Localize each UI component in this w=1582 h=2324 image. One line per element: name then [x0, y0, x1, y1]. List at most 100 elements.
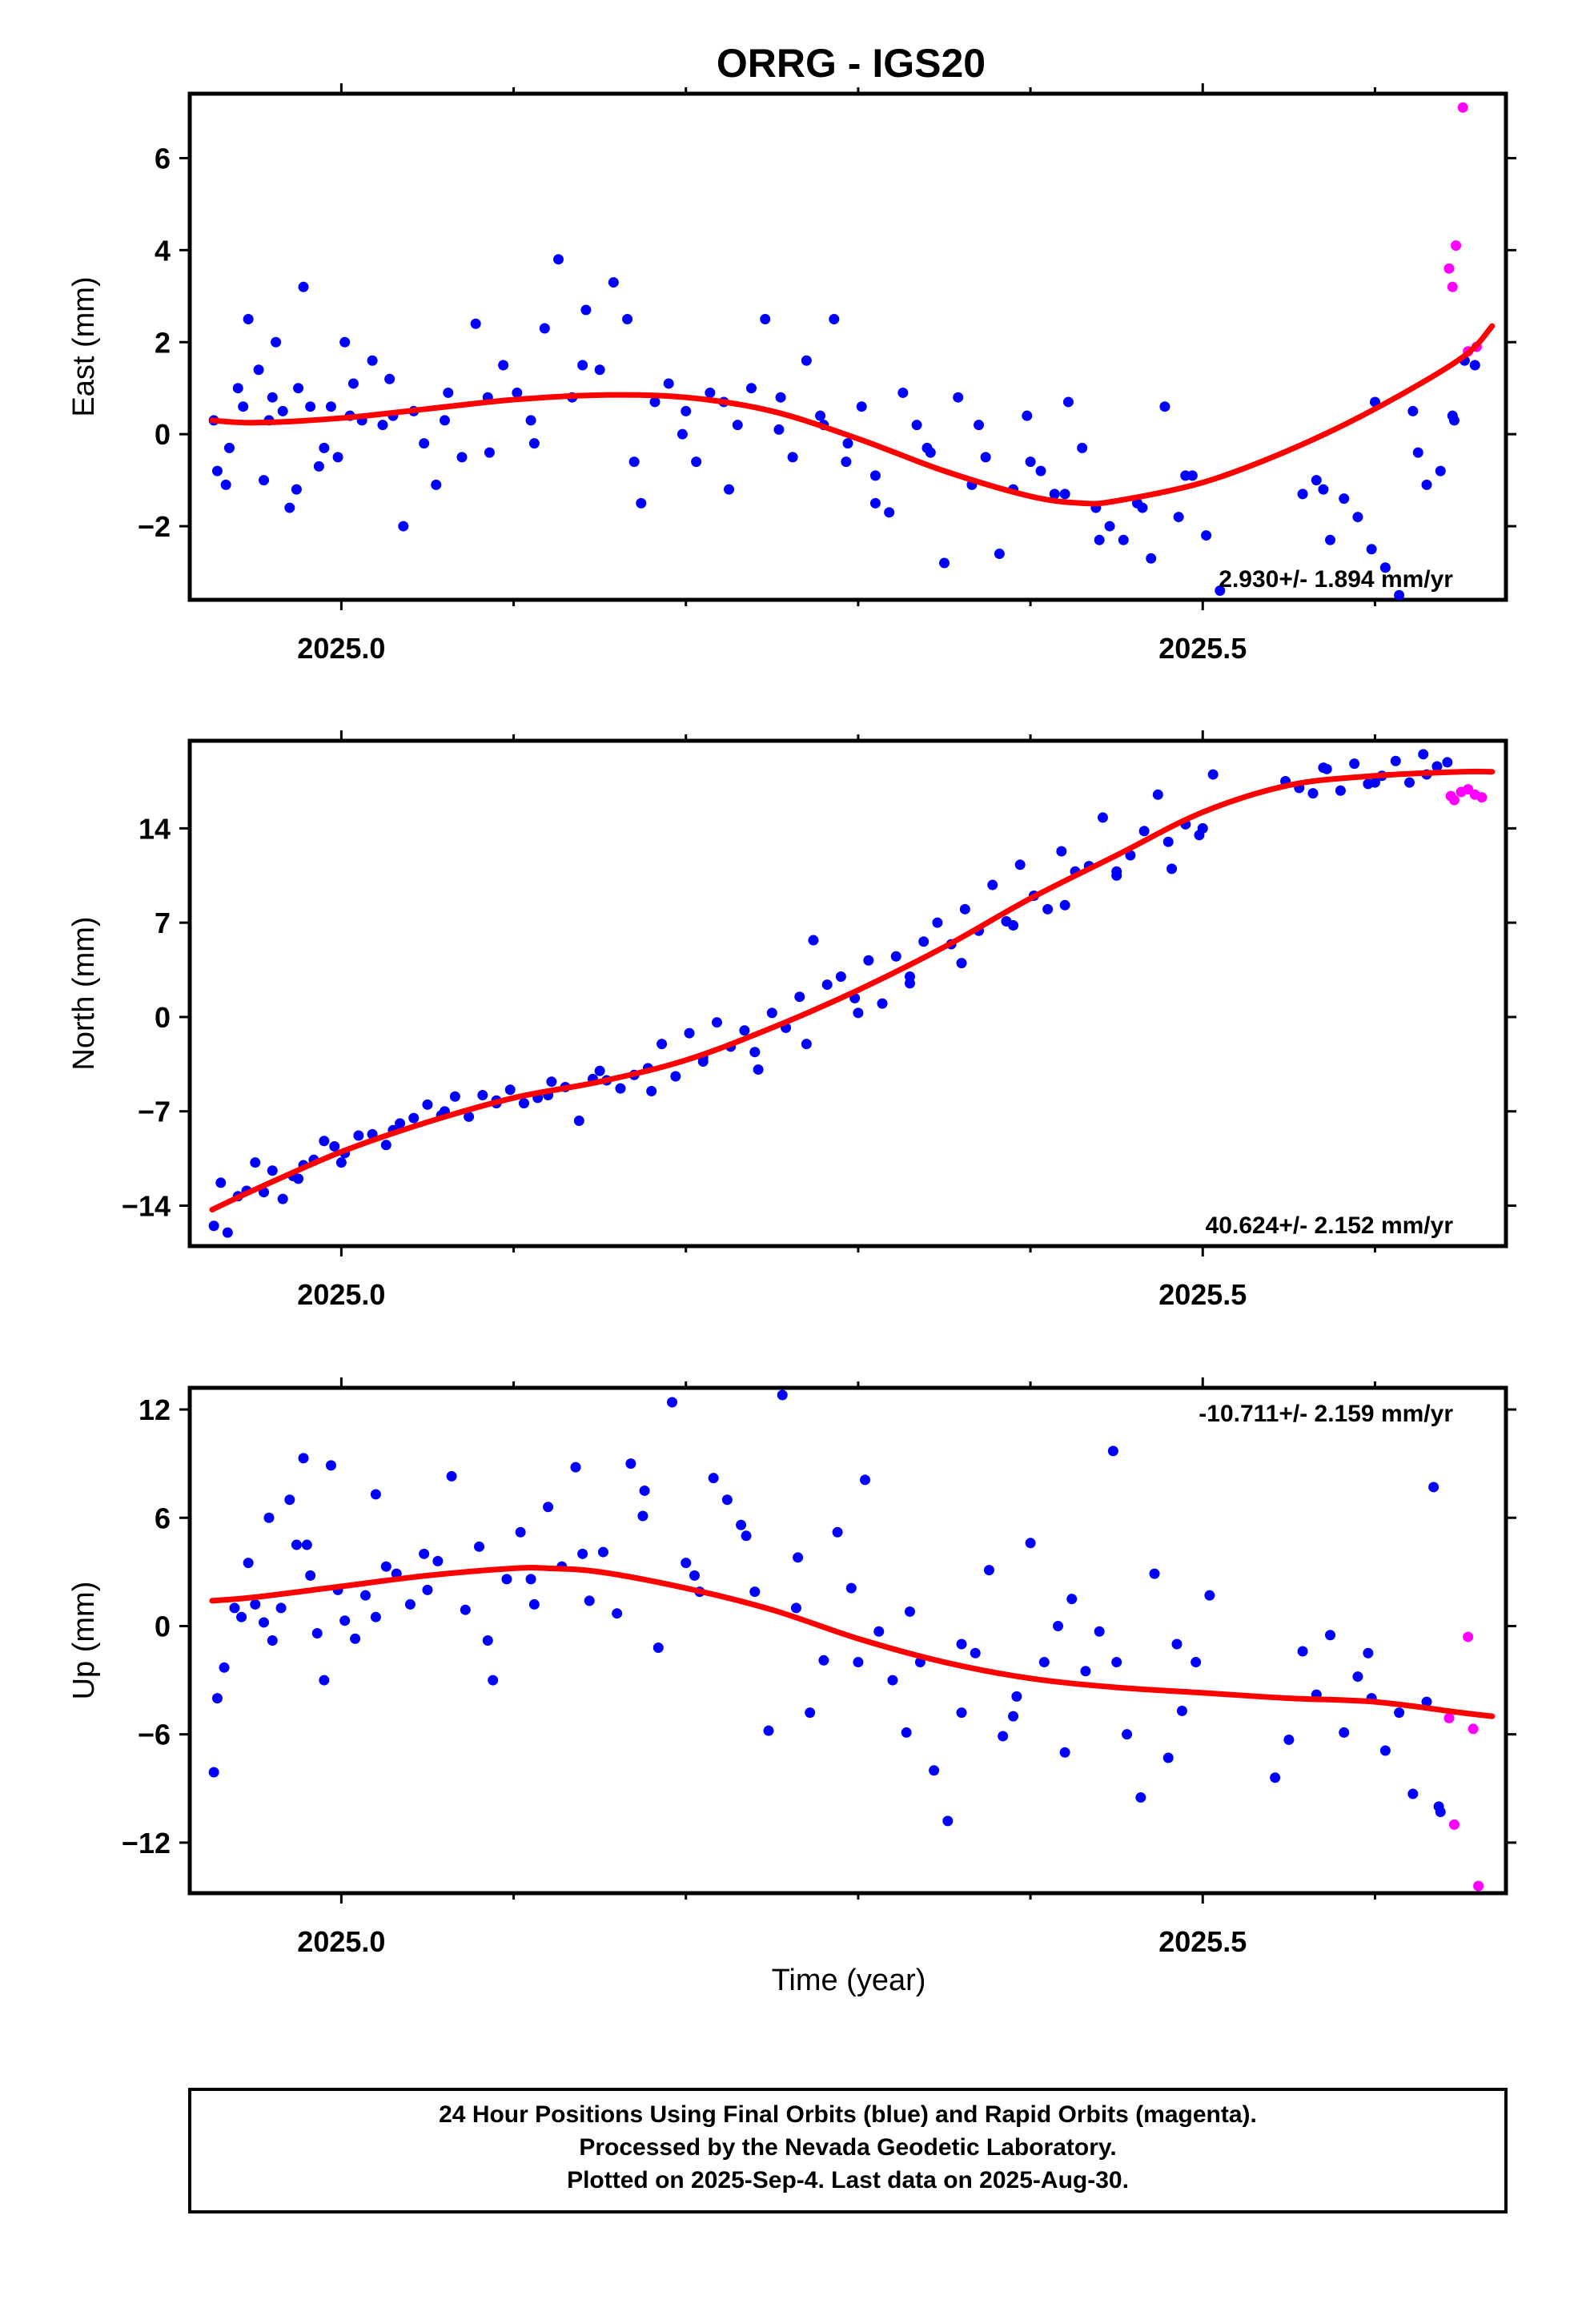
- footer-frame: [188, 2088, 1508, 2213]
- final-orbit-point: [370, 1489, 381, 1500]
- final-orbit-point: [1352, 512, 1363, 523]
- y-axis-label: Up (mm): [67, 1582, 101, 1700]
- final-orbit-point: [636, 497, 647, 509]
- final-orbit-point: [983, 1565, 994, 1576]
- final-orbit-point: [347, 378, 359, 389]
- final-orbit-point: [794, 991, 805, 1003]
- final-orbit-point: [577, 360, 588, 371]
- y-tick-label: 7: [155, 907, 171, 939]
- rapid-orbit-point: [1443, 1712, 1455, 1723]
- final-orbit-point: [353, 1130, 364, 1141]
- final-orbit-point: [335, 1157, 347, 1168]
- final-orbit-point: [1418, 749, 1429, 760]
- final-orbit-point: [732, 420, 743, 431]
- y-axis-label: East (mm): [67, 276, 101, 416]
- final-orbit-point: [887, 1675, 898, 1686]
- final-orbit-point: [1066, 1594, 1078, 1605]
- final-orbit-point: [689, 1570, 700, 1581]
- final-orbit-point: [1435, 465, 1446, 476]
- final-orbit-point: [625, 1458, 636, 1470]
- final-orbit-point: [711, 1017, 722, 1028]
- final-orbit-point: [829, 314, 840, 325]
- final-orbit-point: [267, 1165, 278, 1176]
- rapid-orbit-point: [1468, 1723, 1479, 1735]
- y-tick-label: −2: [138, 510, 171, 543]
- final-orbit-point: [939, 557, 950, 569]
- final-orbit-point: [259, 475, 270, 486]
- final-orbit-point: [1379, 562, 1391, 573]
- final-orbit-point: [1042, 903, 1054, 915]
- x-tick-label: 2025.5: [1158, 1278, 1247, 1311]
- final-orbit-point: [1162, 836, 1174, 847]
- final-orbit-point: [1138, 826, 1150, 837]
- final-orbit-point: [608, 277, 619, 288]
- final-orbit-point: [1011, 1691, 1022, 1702]
- x-tick-label: 2025.5: [1158, 632, 1247, 665]
- footer-line-1: 24 Hour Positions Using Final Orbits (bl…: [439, 2101, 1257, 2128]
- final-orbit-point: [1176, 1705, 1187, 1716]
- final-orbit-point: [622, 314, 633, 325]
- y-tick-label: −14: [122, 1190, 171, 1223]
- final-orbit-point: [890, 951, 901, 962]
- final-orbit-point: [1403, 777, 1415, 788]
- final-orbit-point: [853, 1657, 864, 1668]
- final-orbit-point: [1035, 465, 1046, 476]
- final-orbit-point: [332, 452, 343, 463]
- rapid-orbit-point: [1448, 794, 1460, 806]
- final-orbit-point: [577, 1548, 588, 1559]
- final-orbit-point: [1369, 777, 1380, 788]
- final-orbit-point: [1025, 456, 1036, 468]
- final-orbit-point: [1201, 530, 1212, 541]
- final-orbit-point: [319, 1675, 330, 1686]
- final-orbit-point: [446, 1470, 457, 1482]
- final-orbit-point: [339, 336, 351, 348]
- final-orbit-point: [484, 447, 495, 458]
- final-orbit-point: [904, 971, 915, 982]
- final-orbit-point: [584, 1595, 595, 1606]
- final-orbit-point: [298, 281, 309, 292]
- final-orbit-point: [793, 1552, 804, 1563]
- final-orbit-point: [1447, 410, 1458, 421]
- final-orbit-point: [1173, 512, 1184, 523]
- rapid-orbit-point: [1463, 1631, 1474, 1642]
- final-orbit-point: [1122, 1729, 1133, 1740]
- final-orbit-point: [1062, 396, 1074, 408]
- final-orbit-point: [1146, 553, 1157, 564]
- final-orbit-point: [766, 1007, 777, 1019]
- final-orbit-point: [777, 1389, 788, 1401]
- final-orbit-point: [1152, 789, 1163, 800]
- final-orbit-point: [339, 1615, 351, 1626]
- final-orbit-point: [897, 387, 909, 398]
- final-orbit-point: [404, 1598, 416, 1610]
- final-orbit-point: [994, 549, 1005, 560]
- final-orbit-point: [832, 1526, 843, 1538]
- final-orbit-point: [443, 387, 454, 398]
- final-orbit-point: [1207, 769, 1219, 780]
- final-orbit-point: [612, 1608, 623, 1619]
- final-orbit-point: [763, 1725, 774, 1736]
- final-orbit-point: [863, 955, 874, 966]
- final-orbit-point: [594, 364, 605, 376]
- final-orbit-point: [1307, 788, 1319, 799]
- final-orbit-point: [904, 1606, 915, 1617]
- final-orbit-point: [1149, 1568, 1160, 1579]
- final-orbit-point: [488, 1675, 499, 1686]
- final-orbit-point: [319, 1136, 330, 1147]
- final-orbit-point: [869, 470, 881, 481]
- rapid-orbit-point: [1473, 1880, 1484, 1892]
- final-orbit-point: [1025, 1538, 1036, 1549]
- final-orbit-point: [250, 1598, 261, 1610]
- final-orbit-point: [1049, 489, 1060, 500]
- chart-title: ORRG - IGS20: [717, 41, 986, 86]
- final-orbit-point: [1283, 1734, 1295, 1745]
- final-orbit-point: [942, 1815, 954, 1827]
- final-orbit-point: [232, 383, 243, 394]
- final-orbit-point: [760, 314, 771, 325]
- final-orbit-point: [222, 1227, 233, 1238]
- final-orbit-point: [1335, 785, 1346, 796]
- final-orbit-point: [1094, 534, 1105, 545]
- final-orbit-point: [319, 442, 330, 453]
- final-orbit-point: [1325, 1630, 1336, 1641]
- final-orbit-point: [325, 401, 336, 412]
- final-orbit-point: [1008, 920, 1019, 931]
